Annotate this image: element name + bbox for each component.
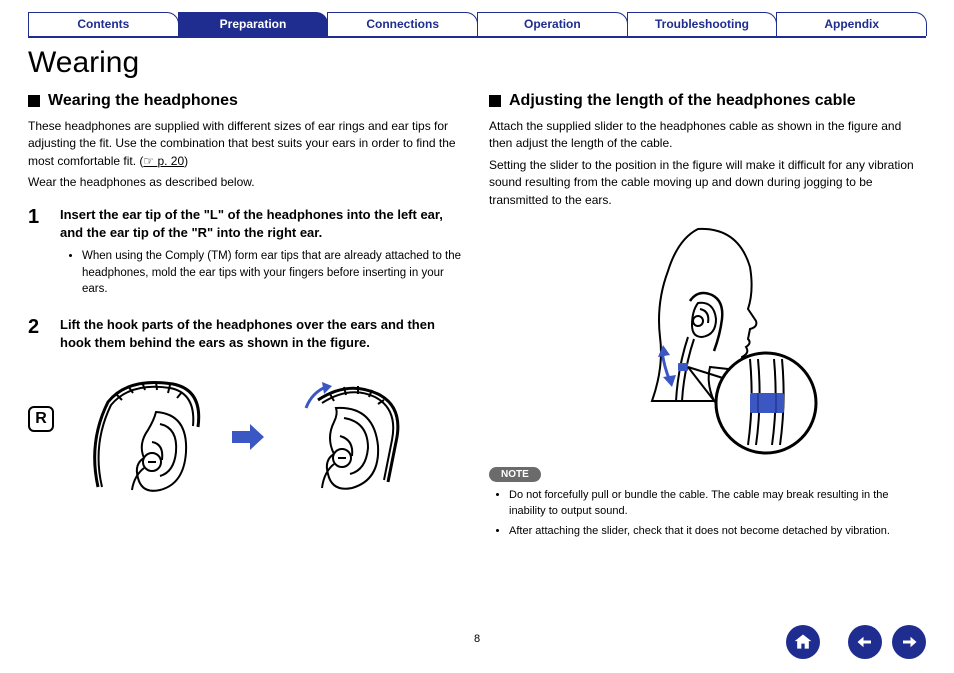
tab-contents[interactable]: Contents <box>28 12 179 36</box>
note-list: Do not forcefully pull or bundle the cab… <box>489 488 926 540</box>
page-number: 8 <box>474 633 480 645</box>
tab-troubleshooting[interactable]: Troubleshooting <box>627 12 778 36</box>
tab-connections[interactable]: Connections <box>327 12 478 36</box>
home-button[interactable] <box>786 625 820 659</box>
right-heading: Adjusting the length of the headphones c… <box>509 92 856 110</box>
home-icon <box>793 632 813 652</box>
ear-diagram-after-icon <box>278 372 418 502</box>
tab-appendix[interactable]: Appendix <box>776 12 927 36</box>
step-2: 2 Lift the hook parts of the headphones … <box>28 316 465 358</box>
step-number: 1 <box>28 206 46 302</box>
step-1-title: Insert the ear tip of the "L" of the hea… <box>60 206 465 242</box>
left-column: Wearing the headphones These headphones … <box>28 92 465 544</box>
page-link-p20[interactable]: p. 20 <box>143 154 184 168</box>
right-para-1: Attach the supplied slider to the headph… <box>489 118 926 153</box>
ear-diagram-before-icon <box>78 372 218 502</box>
wearing-figure: R <box>28 372 465 502</box>
right-column: Adjusting the length of the headphones c… <box>489 92 926 544</box>
nav-buttons <box>786 625 926 659</box>
r-badge: R <box>28 406 54 432</box>
step-2-title: Lift the hook parts of the headphones ov… <box>60 316 465 352</box>
note-item: Do not forcefully pull or bundle the cab… <box>509 488 926 520</box>
left-intro-2: Wear the headphones as described below. <box>28 174 465 191</box>
tab-bar: Contents Preparation Connections Operati… <box>28 12 926 38</box>
prev-page-button[interactable] <box>848 625 882 659</box>
arrow-right-icon <box>900 633 918 651</box>
page-title: Wearing <box>28 46 926 80</box>
step-number: 2 <box>28 316 46 358</box>
section-marker-icon <box>489 95 501 107</box>
tab-operation[interactable]: Operation <box>477 12 628 36</box>
note-label: NOTE <box>489 467 541 482</box>
tab-preparation[interactable]: Preparation <box>178 12 329 36</box>
intro-text: These headphones are supplied with diffe… <box>28 119 456 168</box>
left-intro-1: These headphones are supplied with diffe… <box>28 118 465 170</box>
right-para-2: Setting the slider to the position in th… <box>489 157 926 209</box>
arrow-right-icon <box>230 422 266 452</box>
cable-slider-figure-icon <box>578 217 838 457</box>
intro-text-end: ) <box>184 154 188 168</box>
step-1-bullet: When using the Comply (TM) form ear tips… <box>82 248 465 298</box>
step-1: 1 Insert the ear tip of the "L" of the h… <box>28 206 465 302</box>
note-item: After attaching the slider, check that i… <box>509 524 926 540</box>
left-heading: Wearing the headphones <box>48 92 238 110</box>
section-marker-icon <box>28 95 40 107</box>
arrow-left-icon <box>856 633 874 651</box>
next-page-button[interactable] <box>892 625 926 659</box>
